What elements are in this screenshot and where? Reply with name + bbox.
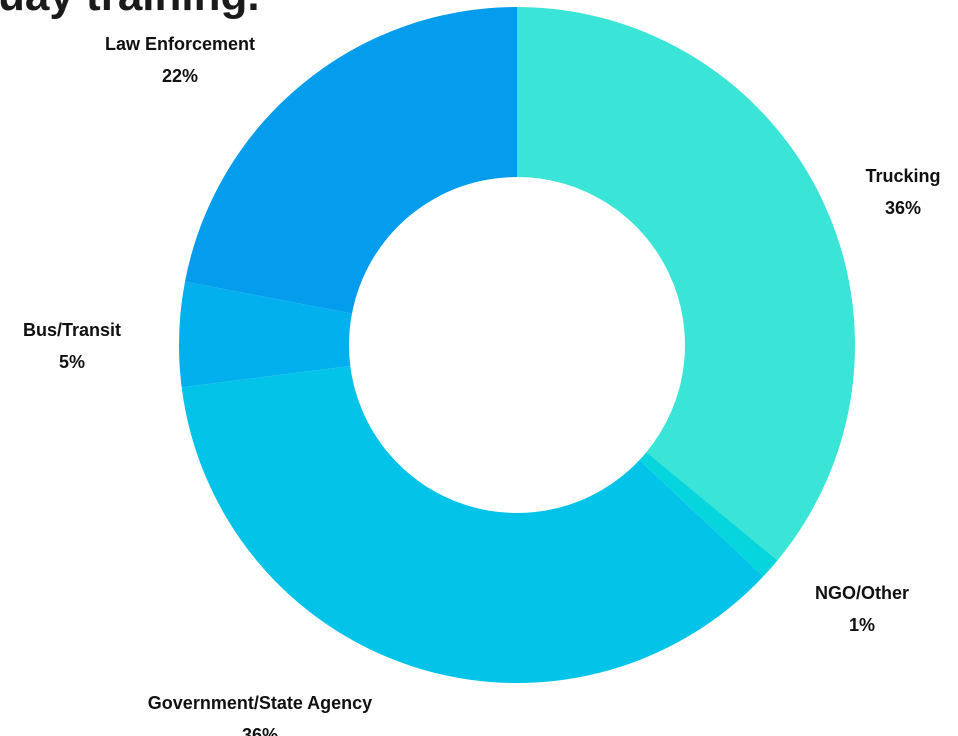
chart-title: uay training. (0, 0, 260, 18)
slice-label-value: 36% (885, 198, 921, 218)
slice-label-name: NGO/Other (815, 583, 909, 603)
slice-label-value: 36% (242, 725, 278, 736)
slice-label-name: Trucking (865, 166, 940, 186)
slice-label-name: Law Enforcement (105, 34, 255, 54)
slice-label-value: 1% (849, 615, 875, 635)
slice-labels: Trucking 36% NGO/Other 1% Government/State A… (23, 34, 941, 736)
slice-trucking (517, 7, 855, 561)
slice-ngo-other (639, 452, 778, 577)
donut-slices (179, 7, 855, 683)
slice-label-name: Bus/Transit (23, 320, 121, 340)
slice-label-value: 5% (59, 352, 85, 372)
slice-law-enforcement (184, 7, 517, 314)
slice-government-state-agency (181, 366, 764, 683)
slice-label-name: Government/State Agency (148, 693, 372, 713)
slice-bus-transit (179, 281, 352, 388)
slice-label-value: 22% (162, 66, 198, 86)
